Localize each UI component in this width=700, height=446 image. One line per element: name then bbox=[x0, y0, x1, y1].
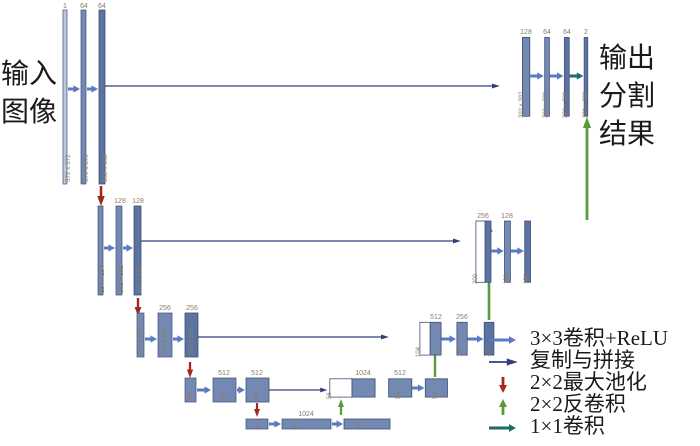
svg-text:512: 512 bbox=[218, 370, 230, 377]
svg-text:128: 128 bbox=[114, 198, 126, 205]
svg-text:3×3卷积+ReLU: 3×3卷积+ReLU bbox=[530, 326, 668, 350]
svg-text:56: 56 bbox=[327, 392, 333, 399]
svg-text:分割: 分割 bbox=[599, 80, 655, 112]
svg-text:64: 64 bbox=[543, 29, 551, 36]
svg-text:结果: 结果 bbox=[599, 118, 655, 150]
svg-text:280 x 280: 280 x 280 bbox=[136, 265, 143, 293]
svg-text:200: 200 bbox=[473, 273, 479, 284]
svg-text:198: 198 bbox=[504, 273, 510, 284]
svg-text:2: 2 bbox=[584, 29, 588, 36]
svg-text:1024: 1024 bbox=[355, 370, 371, 377]
svg-text:图像: 图像 bbox=[1, 96, 57, 128]
svg-text:64: 64 bbox=[80, 3, 88, 10]
svg-text:512: 512 bbox=[394, 370, 406, 377]
svg-text:138 x 138: 138 x 138 bbox=[161, 328, 168, 355]
svg-text:388 x 388: 388 x 388 bbox=[563, 91, 569, 118]
svg-text:572 x 572: 572 x 572 bbox=[65, 154, 72, 182]
svg-text:64: 64 bbox=[254, 393, 260, 400]
svg-text:1: 1 bbox=[63, 3, 67, 10]
svg-text:128: 128 bbox=[132, 198, 144, 205]
svg-text:输入: 输入 bbox=[1, 58, 57, 90]
svg-text:100: 100 bbox=[485, 346, 491, 357]
svg-text:568 x 568: 568 x 568 bbox=[102, 154, 109, 182]
svg-text:256: 256 bbox=[159, 305, 171, 312]
svg-text:28: 28 bbox=[356, 422, 362, 429]
svg-text:54: 54 bbox=[396, 392, 402, 399]
svg-text:输出: 输出 bbox=[599, 42, 655, 74]
svg-text:388 x 388: 388 x 388 bbox=[583, 91, 589, 118]
svg-text:256: 256 bbox=[186, 305, 198, 312]
svg-text:512: 512 bbox=[251, 370, 263, 377]
svg-text:128: 128 bbox=[501, 213, 513, 220]
svg-text:68: 68 bbox=[188, 393, 194, 400]
svg-text:128: 128 bbox=[520, 29, 532, 36]
svg-text:64: 64 bbox=[563, 29, 571, 36]
svg-text:196: 196 bbox=[524, 273, 530, 284]
svg-text:66: 66 bbox=[221, 393, 227, 400]
svg-text:2×2最大池化: 2×2最大池化 bbox=[530, 370, 647, 394]
svg-text:390 x 390: 390 x 390 bbox=[543, 91, 549, 118]
svg-text:1024: 1024 bbox=[298, 411, 314, 418]
svg-text:104: 104 bbox=[416, 346, 422, 357]
svg-text:512: 512 bbox=[430, 314, 442, 321]
svg-text:570 x 570: 570 x 570 bbox=[83, 154, 90, 182]
svg-text:32: 32 bbox=[255, 422, 261, 429]
svg-text:256: 256 bbox=[456, 314, 468, 321]
svg-text:64: 64 bbox=[98, 3, 106, 10]
svg-text:140 x 140: 140 x 140 bbox=[137, 328, 144, 355]
svg-text:136 x 136: 136 x 136 bbox=[188, 328, 195, 355]
svg-text:392 x 392: 392 x 392 bbox=[519, 91, 525, 118]
svg-text:52: 52 bbox=[433, 392, 439, 399]
svg-text:256: 256 bbox=[477, 213, 489, 220]
svg-text:1×1卷积: 1×1卷积 bbox=[530, 414, 605, 438]
svg-text:102: 102 bbox=[458, 346, 464, 357]
svg-text:284 x 284: 284 x 284 bbox=[99, 265, 106, 293]
svg-text:282 x 282: 282 x 282 bbox=[118, 265, 125, 293]
svg-text:30: 30 bbox=[293, 422, 299, 429]
svg-text:2×2反卷积: 2×2反卷积 bbox=[530, 392, 626, 416]
svg-text:复制与拼接: 复制与拼接 bbox=[530, 348, 635, 372]
